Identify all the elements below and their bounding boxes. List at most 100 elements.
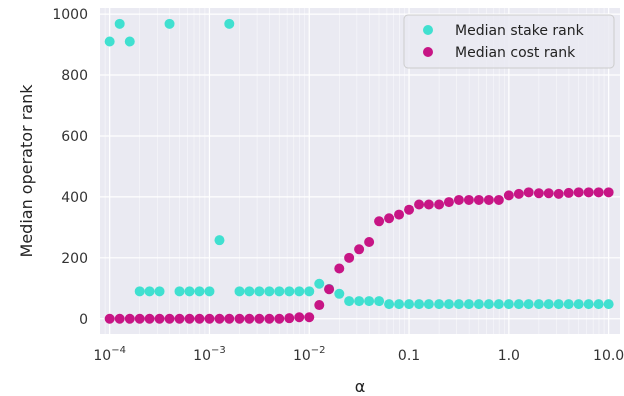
stake-rank-point xyxy=(453,299,464,310)
cost-rank-point xyxy=(443,197,454,208)
stake-rank-point xyxy=(294,286,305,297)
cost-rank-point xyxy=(114,313,125,324)
cost-rank-point xyxy=(184,313,195,324)
stake-rank-point xyxy=(204,286,215,297)
x-tick-label: 10−3 xyxy=(193,345,226,364)
cost-rank-point xyxy=(374,216,385,227)
y-tick-label: 0 xyxy=(79,312,88,328)
stake-rank-point xyxy=(503,299,514,310)
stake-rank-point xyxy=(124,36,135,47)
stake-rank-point xyxy=(414,299,425,310)
cost-rank-point xyxy=(244,313,255,324)
stake-rank-point xyxy=(603,299,614,310)
stake-rank-point xyxy=(583,299,594,310)
stake-rank-point xyxy=(394,299,405,310)
x-tick-label: 10.0 xyxy=(593,348,624,364)
legend-marker-cost xyxy=(423,47,433,57)
legend-box xyxy=(403,14,615,69)
legend-label-cost: Median cost rank xyxy=(455,45,576,61)
stake-rank-point xyxy=(563,299,574,310)
cost-rank-point xyxy=(453,194,464,205)
data-points xyxy=(104,18,614,324)
stake-rank-point xyxy=(144,286,155,297)
cost-rank-point xyxy=(304,312,315,323)
x-tick-label: 10−4 xyxy=(93,345,126,364)
legend: Median stake rank Median cost rank xyxy=(403,14,615,69)
cost-rank-point xyxy=(523,187,534,198)
stake-rank-point xyxy=(234,286,245,297)
stake-rank-point xyxy=(284,286,295,297)
cost-rank-point xyxy=(384,213,395,224)
cost-rank-point xyxy=(204,313,215,324)
stake-rank-point xyxy=(214,235,225,246)
y-tick-label: 400 xyxy=(61,190,88,206)
cost-rank-point xyxy=(284,313,295,324)
cost-rank-point xyxy=(463,194,474,205)
stake-rank-point xyxy=(334,288,345,299)
stake-rank-point xyxy=(154,286,165,297)
stake-rank-point xyxy=(463,299,474,310)
cost-rank-point xyxy=(354,244,365,255)
stake-rank-point xyxy=(164,18,175,29)
stake-rank-point xyxy=(483,299,494,310)
stake-rank-point xyxy=(573,299,584,310)
stake-rank-point xyxy=(533,299,544,310)
stake-rank-point xyxy=(184,286,195,297)
y-tick-label: 800 xyxy=(61,68,88,84)
cost-rank-point xyxy=(603,187,614,198)
cost-rank-point xyxy=(194,313,205,324)
cost-rank-point xyxy=(423,199,434,210)
cost-rank-point xyxy=(483,194,494,205)
x-tick-label: 1.0 xyxy=(498,348,520,364)
cost-rank-point xyxy=(394,209,405,220)
cost-rank-point xyxy=(344,252,355,263)
x-tick-label: 0.1 xyxy=(398,348,420,364)
x-tick-label: 10−2 xyxy=(293,345,326,364)
stake-rank-point xyxy=(523,299,534,310)
cost-rank-point xyxy=(314,300,325,311)
cost-rank-point xyxy=(364,236,375,247)
cost-rank-point xyxy=(583,187,594,198)
cost-rank-point xyxy=(234,313,245,324)
cost-rank-point xyxy=(593,187,604,198)
stake-rank-point xyxy=(134,286,145,297)
cost-rank-point xyxy=(573,187,584,198)
cost-rank-point xyxy=(543,188,554,199)
stake-rank-point xyxy=(114,18,125,29)
cost-rank-point xyxy=(563,187,574,198)
stake-rank-point xyxy=(443,299,454,310)
stake-rank-point xyxy=(374,296,385,307)
cost-rank-point xyxy=(154,313,165,324)
y-axis-ticks: 0 200 400 600 800 1000 xyxy=(52,7,88,328)
x-axis-label: α xyxy=(355,377,366,396)
stake-rank-point xyxy=(434,299,445,310)
stake-rank-point xyxy=(543,299,554,310)
cost-rank-point xyxy=(503,190,514,201)
cost-rank-point xyxy=(434,199,445,210)
stake-rank-point xyxy=(304,286,315,297)
x-axis-ticks: 10−4 10−3 10−2 0.1 1.0 10.0 xyxy=(93,345,624,364)
stake-rank-point xyxy=(553,299,564,310)
stake-rank-point xyxy=(513,299,524,310)
cost-rank-point xyxy=(124,313,135,324)
stake-rank-point xyxy=(354,296,365,307)
y-tick-label: 200 xyxy=(61,251,88,267)
stake-rank-point xyxy=(104,36,115,47)
cost-rank-point xyxy=(144,313,155,324)
stake-rank-point xyxy=(314,278,325,289)
cost-rank-point xyxy=(134,313,145,324)
cost-rank-point xyxy=(174,313,185,324)
cost-rank-point xyxy=(324,284,335,295)
stake-rank-point xyxy=(224,18,235,29)
cost-rank-point xyxy=(513,188,524,199)
stake-rank-point xyxy=(174,286,185,297)
cost-rank-point xyxy=(414,199,425,210)
legend-label-stake: Median stake rank xyxy=(455,23,585,39)
stake-rank-point xyxy=(194,286,205,297)
cost-rank-point xyxy=(553,188,564,199)
cost-rank-point xyxy=(264,313,275,324)
stake-rank-point xyxy=(404,299,415,310)
stake-rank-point xyxy=(254,286,265,297)
cost-rank-point xyxy=(404,204,415,215)
cost-rank-point xyxy=(164,313,175,324)
